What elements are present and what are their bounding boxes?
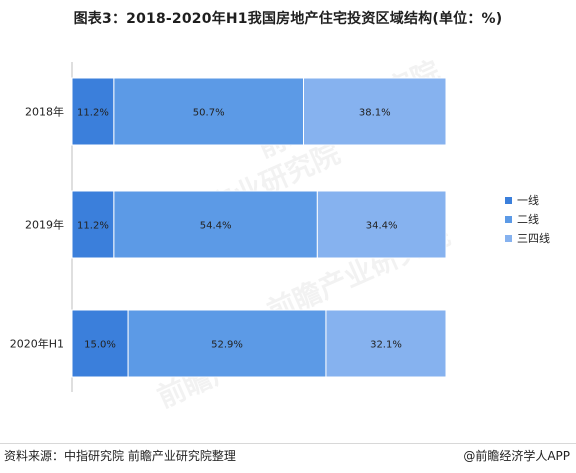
chart: 2018年 11.2% 50.7% 38.1% 2019年 11.2% 54.4% 34.4%… <box>10 62 550 392</box>
bar-segment <box>303 77 447 146</box>
legend-swatch <box>505 197 512 204</box>
source-note: 资料来源：中指研究院 前瞻产业研究院整理 <box>4 449 236 463</box>
legend-label: 一线 <box>517 193 539 207</box>
legend-label: 三四线 <box>517 231 550 245</box>
chart-title: 图表3：2018-2020年H1我国房地产住宅投资区域结构(单位：%) <box>73 11 503 27</box>
brand-credit: @前瞻经济学人APP <box>463 447 570 464</box>
data-label: 11.2% <box>77 221 109 232</box>
data-label: 34.4% <box>366 221 398 232</box>
bar-segment <box>113 190 318 259</box>
data-label: 15.0% <box>84 340 116 351</box>
bar-segment <box>316 190 447 259</box>
data-label: 54.4% <box>200 221 232 232</box>
footer-divider <box>0 443 576 444</box>
legend-label: 二线 <box>517 212 539 226</box>
legend-swatch <box>505 216 512 223</box>
data-label: 50.7% <box>193 108 225 119</box>
bar-segment <box>71 190 115 259</box>
category-label: 2018年 <box>25 105 64 119</box>
bar-segment <box>325 309 447 378</box>
bar-segment <box>71 77 115 146</box>
data-label: 11.2% <box>77 108 109 119</box>
data-label: 38.1% <box>359 108 391 119</box>
data-label: 32.1% <box>370 340 402 351</box>
brand-text: @前瞻经济学人APP <box>463 449 570 463</box>
legend-swatch <box>505 235 512 242</box>
category-label: 2019年 <box>25 218 64 232</box>
bar-segment <box>113 77 305 146</box>
bar-segment <box>71 309 129 378</box>
category-label: 2020年H1 <box>10 337 64 351</box>
data-label: 52.9% <box>211 340 243 351</box>
